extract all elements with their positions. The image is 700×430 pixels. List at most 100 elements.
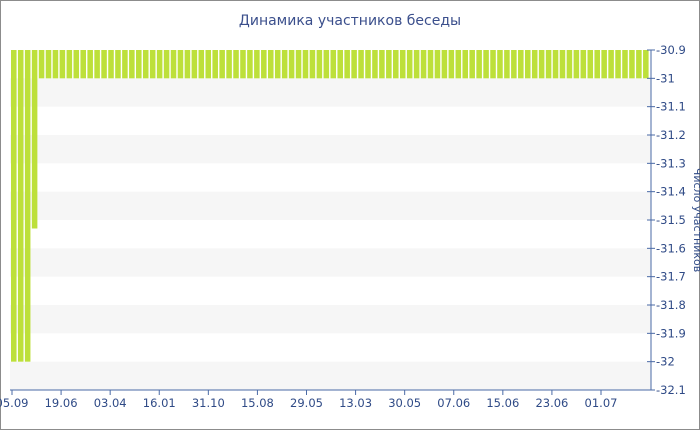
- bar: [288, 50, 295, 79]
- y-tick-label: -31.7: [656, 270, 686, 284]
- bar: [483, 50, 489, 79]
- bar: [587, 50, 594, 79]
- bar: [608, 50, 614, 79]
- x-tick-label: 03.04: [94, 396, 127, 410]
- x-tick-label: 15.06: [486, 396, 519, 410]
- bar: [476, 50, 482, 79]
- bar: [636, 50, 642, 79]
- bar: [247, 50, 253, 79]
- x-tick-label: 15.08: [241, 396, 274, 410]
- bar: [518, 50, 524, 79]
- y-tick-label: -31.8: [656, 298, 686, 312]
- bar: [344, 50, 350, 79]
- y-tick-label: -31.1: [656, 100, 686, 114]
- x-tick-label: 19.06: [45, 396, 78, 410]
- bar: [622, 50, 628, 79]
- bar: [601, 50, 607, 79]
- bar: [406, 50, 413, 79]
- grid-band: [10, 191, 651, 220]
- bar: [281, 50, 288, 79]
- bar: [490, 50, 496, 79]
- grid-band: [10, 248, 651, 277]
- bar: [365, 50, 371, 79]
- bar: [462, 50, 469, 79]
- bar: [184, 50, 191, 79]
- bar: [629, 50, 635, 79]
- bar: [45, 50, 52, 79]
- x-tick-label: 07.06: [437, 396, 470, 410]
- bar: [254, 50, 260, 79]
- bar: [386, 50, 392, 79]
- y-tick-label: -30.9: [656, 43, 686, 57]
- bar: [545, 50, 552, 79]
- y-tick-label: -31.4: [656, 185, 686, 199]
- grid-band: [10, 361, 651, 390]
- bar: [31, 50, 38, 229]
- x-tick-label: 13.03: [339, 396, 372, 410]
- bar: [170, 50, 177, 79]
- bar: [156, 50, 163, 79]
- bar: [337, 50, 343, 79]
- bar: [580, 50, 587, 79]
- bar: [316, 50, 323, 79]
- bar: [441, 50, 448, 79]
- bar: [504, 50, 510, 79]
- bar: [94, 50, 100, 79]
- bar: [136, 50, 142, 79]
- bar: [212, 50, 218, 79]
- bar: [177, 50, 184, 79]
- bar: [511, 50, 517, 79]
- bar: [80, 50, 87, 79]
- bar: [330, 50, 337, 79]
- bar: [198, 50, 205, 79]
- y-tick-label: -31.5: [656, 213, 686, 227]
- y-tick-label: -31: [656, 71, 675, 85]
- bar: [240, 50, 246, 79]
- chart-title: Динамика участников беседы: [238, 13, 462, 29]
- bar: [233, 50, 239, 79]
- bar: [379, 50, 385, 79]
- bar: [455, 50, 462, 79]
- bar: [594, 50, 600, 79]
- y-tick-label: -31.2: [656, 128, 686, 142]
- bar: [497, 50, 503, 79]
- bar: [358, 50, 364, 79]
- y-tick-label: -31.3: [656, 156, 686, 170]
- bar: [66, 50, 73, 79]
- x-tick-label: 23.06: [535, 396, 568, 410]
- bar: [393, 50, 399, 79]
- bar: [87, 50, 93, 79]
- bar: [295, 50, 302, 79]
- bar: [163, 50, 170, 79]
- bar: [59, 50, 66, 79]
- bar: [559, 50, 566, 79]
- bar: [448, 50, 455, 79]
- grid-bands: [10, 78, 651, 390]
- x-tick-label: 01.07: [585, 396, 618, 410]
- bar: [267, 50, 274, 79]
- x-tick-label: 16.01: [143, 396, 176, 410]
- x-tick-label: 05.09: [0, 396, 28, 410]
- bar: [142, 50, 149, 79]
- bar: [309, 50, 316, 79]
- bar: [420, 50, 427, 79]
- bar: [643, 50, 649, 79]
- bar: [538, 50, 545, 79]
- bar: [351, 50, 357, 79]
- bar: [122, 50, 128, 79]
- bar: [149, 50, 156, 79]
- bar: [101, 50, 107, 79]
- x-tick-label: 30.05: [388, 396, 421, 410]
- bar: [399, 50, 406, 79]
- bar: [24, 50, 31, 362]
- bar: [17, 50, 24, 362]
- x-axis-ticks: 05.09 19.06 03.04 16.01 31.10 15.08 29.05 13.03…: [0, 390, 617, 410]
- x-tick-label: 29.05: [290, 396, 323, 410]
- y-axis-ticks: -30.9 -31 -31.1 -31.2 -31.3 -31.4 -31.5 -31.6 -3…: [647, 43, 686, 397]
- bar: [413, 50, 420, 79]
- bar: [302, 50, 309, 79]
- bar: [434, 50, 441, 79]
- bar: [615, 50, 621, 79]
- bar: [219, 50, 225, 79]
